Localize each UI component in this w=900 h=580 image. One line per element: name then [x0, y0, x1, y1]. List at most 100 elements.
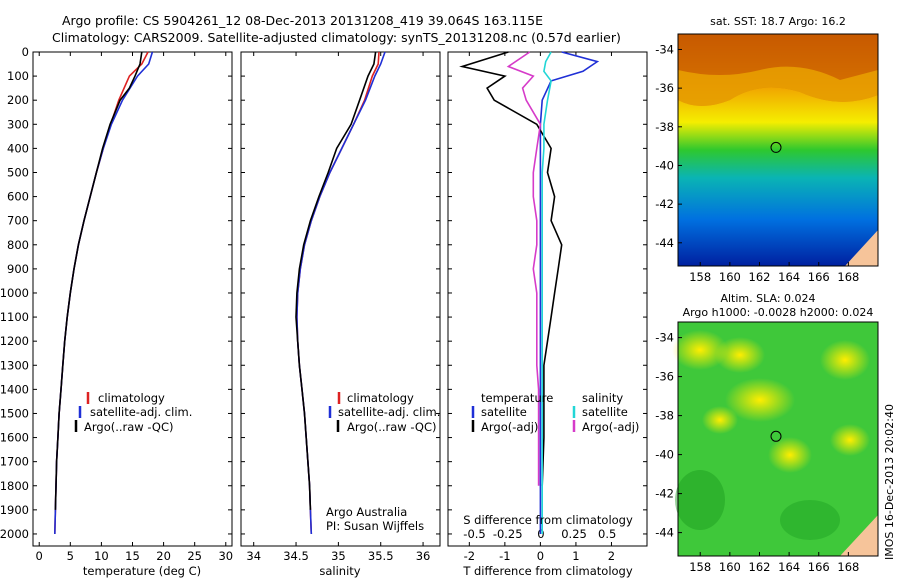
series-line-argo — [459, 51, 563, 486]
x-tick-label-salinity: -0.5 — [463, 527, 485, 541]
legend-label-satellite: satellite-adj. clim. — [90, 405, 192, 419]
salinity-legend: climatology satellite-adj. clim. Argo(..… — [328, 391, 440, 434]
lat-tick-label: -34 — [655, 331, 674, 345]
difference-xlabel-salinity: S difference from climatology — [463, 513, 633, 527]
lon-tick-label: 164 — [778, 270, 800, 284]
legend-label-climatology: climatology — [347, 391, 414, 405]
depth-tick-label: 1800 — [0, 479, 29, 493]
sst-lon-axis: 158 160 162 164 166 168 — [689, 262, 859, 284]
legend-label-satellite: satellite-adj. clim. — [338, 405, 440, 419]
x-tick-label: 34.5 — [283, 549, 309, 563]
difference-depth-ticks — [448, 51, 647, 535]
legend-label-t-satellite: satellite — [481, 405, 527, 419]
legend-head-temperature: temperature — [481, 391, 553, 405]
depth-tick-label: 2000 — [0, 527, 29, 541]
depth-tick-label: 300 — [7, 117, 29, 131]
x-tick-label: 0 — [537, 549, 544, 563]
x-tick-label: -2 — [464, 549, 475, 563]
depth-tick-label: 200 — [7, 93, 29, 107]
sla-lat-axis: -34 -36 -38 -40 -42 -44 — [655, 331, 682, 540]
sla-high-1 — [672, 330, 728, 370]
sla-high-6 — [830, 424, 870, 456]
sla-high-5 — [820, 340, 870, 380]
depth-tick-label: 0 — [22, 45, 29, 59]
salinity-axes-frame — [240, 51, 441, 547]
temperature-legend: climatology satellite-adj. clim. Argo(..… — [74, 391, 192, 434]
x-tick-label: 36 — [416, 549, 431, 563]
lon-tick-label: 158 — [689, 270, 711, 284]
temperature-axes-frame — [32, 51, 233, 547]
temperature-xlabel: temperature (deg C) — [83, 564, 201, 578]
sla-high-4 — [768, 437, 812, 473]
legend-label-s-argo: Argo(-adj) — [582, 420, 639, 434]
depth-tick-label: 1700 — [0, 455, 29, 469]
legend-label-climatology: climatology — [98, 391, 165, 405]
lon-tick-label: 158 — [689, 560, 711, 574]
lon-tick-label: 160 — [719, 270, 741, 284]
x-tick-label: 20 — [156, 549, 171, 563]
depth-tick-label: 1500 — [0, 406, 29, 420]
sla-high-3 — [725, 378, 795, 422]
legend-label-argo: Argo(..raw -QC) — [347, 420, 437, 434]
x-tick-label: 35.5 — [368, 549, 394, 563]
x-tick-label: 1 — [572, 549, 579, 563]
lat-tick-label: -44 — [655, 526, 674, 540]
lat-tick-label: -34 — [655, 42, 674, 56]
x-tick-label: 2 — [608, 549, 615, 563]
depth-tick-label: 400 — [7, 141, 29, 155]
lon-tick-label: 168 — [837, 560, 859, 574]
legend-head-salinity: salinity — [582, 391, 623, 405]
x-tick-label-salinity: 0.25 — [561, 527, 587, 541]
temperature-panel: 0100200300400500600700800900100011001200… — [0, 45, 233, 578]
sla-map: Altim. SLA: 0.024 Argo h1000: -0.0028 h2… — [655, 292, 879, 574]
depth-tick-label: 100 — [7, 69, 29, 83]
lat-tick-label: -38 — [655, 409, 674, 423]
temperature-lines — [54, 51, 154, 535]
sla-argo-marker — [770, 430, 782, 442]
depth-tick-label: 1900 — [0, 503, 29, 517]
sla-map-title: Altim. SLA: 0.024 — [720, 292, 815, 305]
salinity-depth-ticks — [241, 51, 440, 535]
x-tick-label: 5 — [67, 549, 74, 563]
sla-lon-axis: 158 160 162 164 166 168 — [689, 552, 859, 574]
lon-tick-label: 166 — [808, 560, 830, 574]
series-line-argo — [54, 51, 143, 510]
series-line-satellite — [54, 51, 154, 535]
x-tick-label: 25 — [187, 549, 202, 563]
difference-xlabel-temperature: T difference from climatology — [462, 564, 633, 578]
sst-map-frame — [677, 33, 879, 267]
lon-tick-label: 164 — [778, 560, 800, 574]
series-line-satellite_salinity — [541, 51, 552, 534]
depth-tick-label: 1400 — [0, 382, 29, 396]
series-line-climatology — [54, 51, 149, 535]
legend-label-argo: Argo(..raw -QC) — [84, 420, 174, 434]
sst-mid-patch — [678, 66, 878, 106]
lon-tick-label: 162 — [749, 270, 771, 284]
x-tick-label-salinity: 0.5 — [598, 527, 616, 541]
lat-tick-label: -42 — [655, 197, 674, 211]
legend-label-t-argo: Argo(-adj) — [481, 420, 538, 434]
salinity-panel: 34 34.5 35 35.5 36 salinity climatology sate… — [240, 51, 441, 578]
sst-lat-axis: -34 -36 -38 -40 -42 -44 — [655, 42, 682, 250]
difference-axes-frame — [447, 51, 648, 547]
sla-high-2 — [715, 337, 765, 373]
series-line-satellite — [296, 51, 386, 535]
sla-high-7 — [702, 406, 738, 434]
salinity-lines — [295, 51, 386, 535]
lon-tick-label: 168 — [837, 270, 859, 284]
lat-tick-label: -42 — [655, 487, 674, 501]
difference-legend: temperature salinity satellite Argo(-adj… — [471, 391, 639, 434]
depth-tick-label: 1200 — [0, 334, 29, 348]
x-tick-label: 34 — [246, 549, 261, 563]
depth-tick-label: 600 — [7, 190, 29, 204]
depth-tick-label: 1300 — [0, 358, 29, 372]
depth-tick-label: 1000 — [0, 286, 29, 300]
depth-tick-label: 1100 — [0, 310, 29, 324]
difference-x-axis-salinity: -0.5 -0.25 0 0.25 0.5 — [463, 527, 616, 541]
sst-map: sat. SST: 18.7 Argo: 16.2 158 160 162 164 16… — [655, 15, 879, 284]
sla-low-1 — [675, 470, 725, 530]
depth-axis: 0 100 200 300 400 500 600 700 800 900 1000 1100 1200… — [0, 45, 232, 541]
x-tick-label: 0 — [36, 549, 43, 563]
sla-map-subtitle: Argo h1000: -0.0028 h2000: 0.024 — [683, 306, 874, 319]
